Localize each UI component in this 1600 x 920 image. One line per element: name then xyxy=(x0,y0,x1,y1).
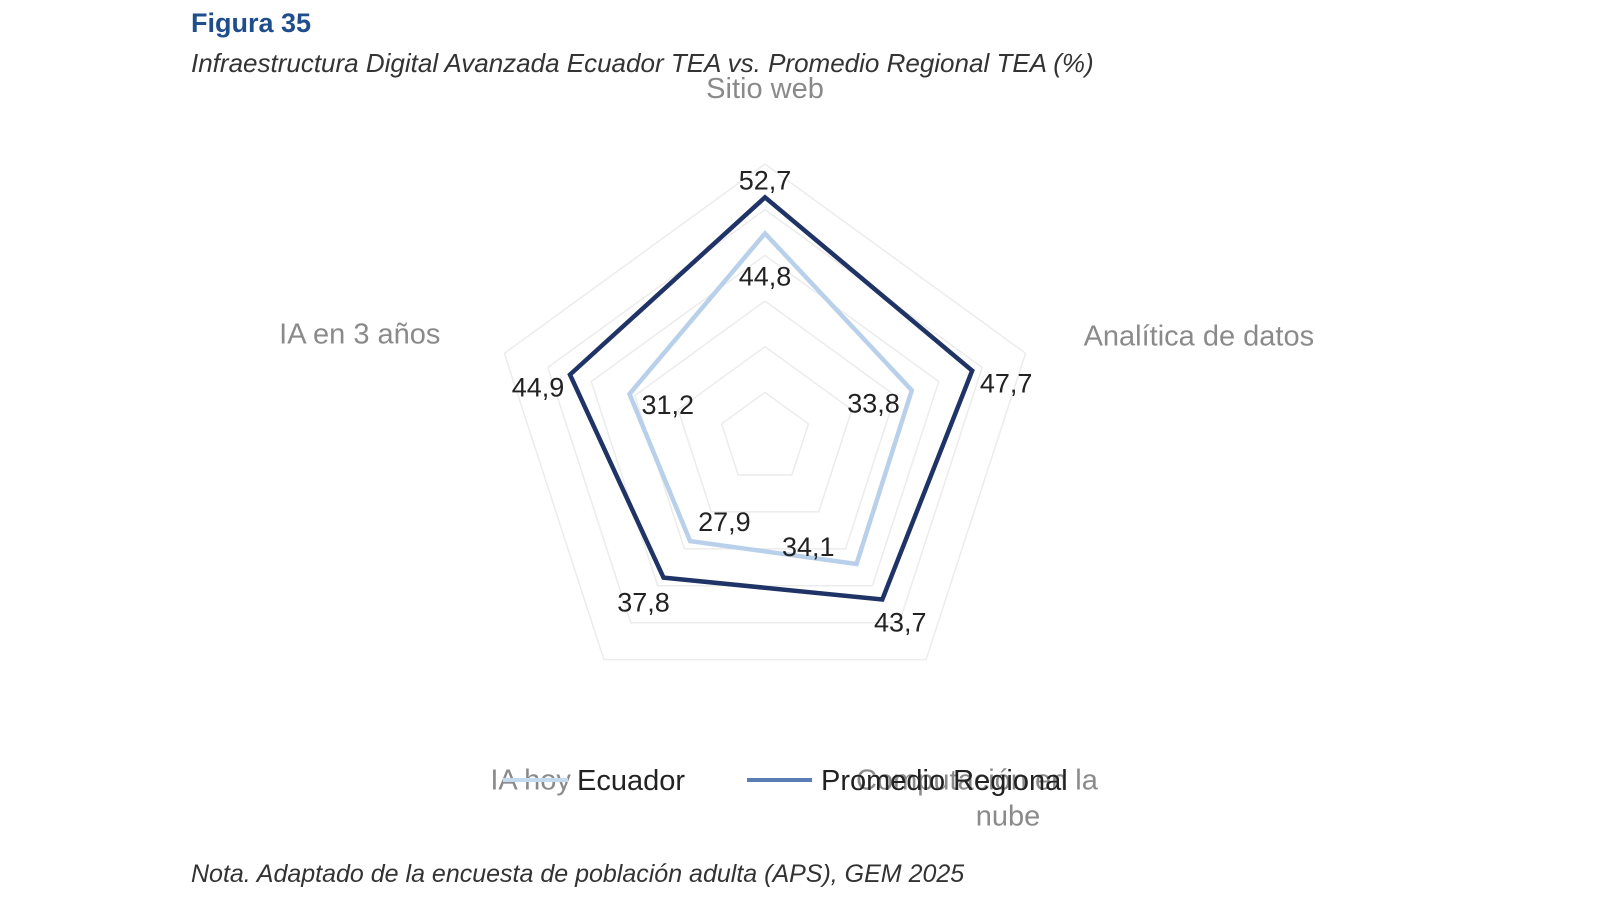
data-label: 43,7 xyxy=(874,607,927,637)
grid-ring xyxy=(720,391,810,476)
data-label: 52,7 xyxy=(739,165,792,195)
grid-ring xyxy=(503,163,1027,661)
data-label: 44,9 xyxy=(512,373,565,403)
data-label: 47,7 xyxy=(980,369,1033,399)
axis-label: IA en 3 años xyxy=(279,318,440,350)
figure-note: Nota. Adaptado de la encuesta de poblaci… xyxy=(191,860,965,888)
axis-label: Analítica de datos xyxy=(1084,320,1315,352)
axis-label: Computación en la nube xyxy=(856,765,1099,833)
grid-ring xyxy=(546,208,984,624)
data-label: 33,8 xyxy=(847,388,900,418)
data-label: 44,8 xyxy=(739,261,792,291)
series-promedio-regional-line xyxy=(567,194,975,602)
figure-title: Infraestructura Digital Avanzada Ecuador… xyxy=(191,48,1094,78)
axis-label: Sitio web xyxy=(706,73,824,105)
series-ecuador-line xyxy=(626,230,915,567)
data-label: 34,1 xyxy=(782,532,835,562)
data-label: 27,9 xyxy=(698,507,751,537)
figure-label: Figura 35 xyxy=(191,8,312,38)
grid-ring xyxy=(633,300,897,550)
grid-ring xyxy=(677,345,853,513)
data-label: 31,2 xyxy=(641,390,694,420)
legend-label-ecuador: Ecuador xyxy=(577,765,685,797)
data-label: 37,8 xyxy=(617,588,670,618)
legend-label-promedio-regional: Promedio Regional xyxy=(821,765,1068,797)
